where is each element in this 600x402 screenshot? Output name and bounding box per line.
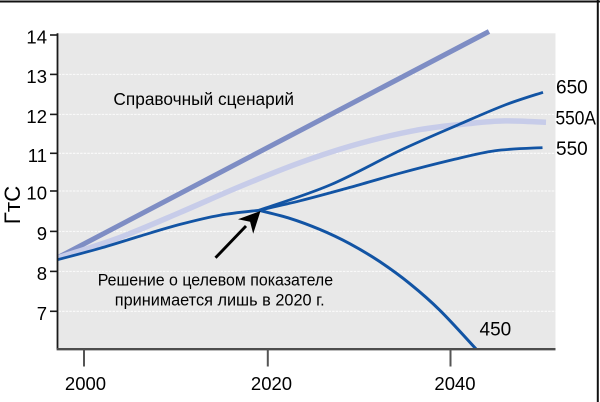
svg-text:7: 7 — [37, 303, 47, 324]
svg-text:10: 10 — [26, 183, 47, 204]
svg-text:8: 8 — [37, 263, 47, 284]
svg-text:650: 650 — [556, 78, 588, 99]
svg-text:Решение о целевом показателе: Решение о целевом показателе — [98, 271, 333, 290]
svg-text:550A: 550A — [556, 109, 597, 130]
svg-text:ГтС: ГтС — [0, 186, 25, 224]
svg-text:11: 11 — [28, 145, 47, 166]
svg-text:12: 12 — [26, 106, 47, 127]
svg-text:550: 550 — [556, 139, 588, 160]
svg-text:Справочный сценарий: Справочный сценарий — [113, 89, 294, 109]
svg-text:13: 13 — [26, 66, 47, 87]
svg-text:14: 14 — [26, 27, 47, 48]
svg-text:450: 450 — [480, 320, 512, 341]
svg-text:2020: 2020 — [251, 373, 292, 394]
svg-text:2040: 2040 — [434, 373, 475, 394]
svg-text:принимается лишь в 2020 г.: принимается лишь в 2020 г. — [115, 290, 325, 309]
svg-text:9: 9 — [37, 223, 47, 244]
svg-text:2000: 2000 — [65, 373, 106, 394]
